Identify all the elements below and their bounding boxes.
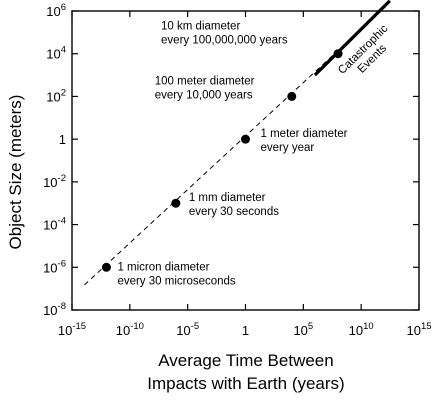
point-annotation-0: 1 micron diameter every 30 microseconds — [117, 261, 235, 287]
data-point-0 — [101, 262, 111, 272]
x-tick-label-5: 1010 — [349, 321, 374, 338]
y-tick-label-2: 10-4 — [43, 216, 66, 233]
x-axis-title-line-2: Impacts with Earth (years) — [147, 374, 344, 393]
data-point-3 — [287, 91, 297, 101]
tick-labels: 10-15 10-10 10-5 1 105 1010 1015 10-8 10-6 10-4 10… — [43, 2, 431, 338]
data-point-1 — [171, 198, 181, 208]
x-tick-label-2: 10-5 — [176, 321, 199, 338]
point-annotation-3: 100 meter diameter every 10,000 years — [155, 75, 255, 101]
x-tick-label-4: 105 — [293, 321, 313, 338]
y-axis-title: Object Size (meters) — [6, 95, 25, 250]
x-tick-label-3: 1 — [242, 323, 249, 338]
plot-area — [71, 10, 420, 311]
point-annotation-2: 1 meter diameter every year — [261, 128, 348, 154]
x-tick-label-0: 10-15 — [58, 321, 86, 338]
point-annotation-4: 10 km diameter every 100,000,000 years — [161, 21, 288, 47]
point-annotation-1: 1 mm diameter every 30 seconds — [189, 192, 279, 218]
y-tick-label-3: 10-2 — [43, 173, 66, 190]
catastrophic-events-label: CatastrophicEvents — [336, 23, 400, 86]
y-tick-label-4: 1 — [59, 132, 66, 147]
y-tick-label-0: 10-8 — [43, 301, 66, 318]
x-axis-title-line-1: Average Time Between — [158, 351, 333, 370]
y-tick-label-5: 102 — [46, 87, 66, 104]
data-marks: CatastrophicEvents 1 micron diameter every… — [84, 0, 400, 287]
x-tick-label-6: 1015 — [406, 321, 431, 338]
x-tick-label-1: 10-10 — [116, 321, 144, 338]
y-tick-label-1: 10-6 — [43, 258, 66, 275]
y-tick-label-6: 104 — [46, 45, 66, 62]
data-point-4 — [333, 49, 343, 59]
data-point-2 — [241, 134, 250, 144]
catastrophic-segment — [313, 0, 391, 77]
y-tick-label-7: 106 — [46, 2, 66, 19]
